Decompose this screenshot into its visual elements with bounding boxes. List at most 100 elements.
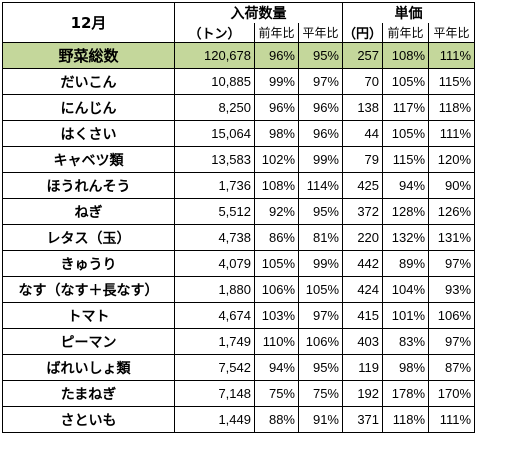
- total-volume-avg: 95%: [298, 42, 343, 69]
- volume-yoy-value: 96%: [254, 94, 299, 121]
- table-row: トマト 4,674 103% 97% 415 101% 106%: [2, 302, 476, 329]
- volume-value: 1,449: [174, 406, 255, 433]
- vegetable-name: きゅうり: [2, 250, 175, 277]
- volume-avg-value: 81%: [298, 224, 343, 251]
- volume-avg-value: 95%: [298, 198, 343, 225]
- total-price: 257: [341, 42, 384, 69]
- price-group-header: 単価: [341, 2, 476, 23]
- price-yoy-value: 98%: [382, 354, 430, 381]
- volume-avg-value: 114%: [298, 172, 343, 199]
- price-yoy-value: 118%: [382, 406, 430, 433]
- volume-value: 7,542: [174, 354, 255, 381]
- volume-value: 7,148: [174, 380, 255, 407]
- table-row: ピーマン 1,749 110% 106% 403 83% 97%: [2, 328, 476, 355]
- vegetable-name: トマト: [2, 302, 175, 329]
- price-avg-value: 93%: [428, 276, 476, 303]
- vegetable-name: キャベツ類: [2, 146, 175, 173]
- price-value: 425: [341, 172, 384, 199]
- volume-avg-value: 99%: [298, 250, 343, 277]
- table-row: さといも 1,449 88% 91% 371 118% 111%: [2, 406, 476, 433]
- price-avg-value: 115%: [428, 68, 476, 95]
- table-row: キャベツ類 13,583 102% 99% 79 115% 120%: [2, 146, 476, 173]
- total-row: 野菜総数 120,678 96% 95% 257 108% 111%: [2, 42, 476, 69]
- vegetable-name: ばれいしょ類: [2, 354, 175, 381]
- price-value: 371: [341, 406, 384, 433]
- price-avg-value: 131%: [428, 224, 476, 251]
- price-yoy-value: 128%: [382, 198, 430, 225]
- volume-value: 4,674: [174, 302, 255, 329]
- price-avg-value: 111%: [428, 120, 476, 147]
- total-volume: 120,678: [174, 42, 255, 69]
- table-row: なす（なす＋長なす） 1,880 106% 105% 424 104% 93%: [2, 276, 476, 303]
- volume-yoy-value: 75%: [254, 380, 299, 407]
- volume-yoy-value: 106%: [254, 276, 299, 303]
- volume-yoy-value: 105%: [254, 250, 299, 277]
- header-row-subcolumns: （トン） 前年比 平年比 （円） 前年比 平年比: [3, 23, 476, 43]
- volume-yoy-value: 92%: [254, 198, 299, 225]
- price-yoy-value: 105%: [382, 68, 430, 95]
- price-avg-value: 97%: [428, 250, 476, 277]
- volume-value: 8,250: [174, 94, 255, 121]
- vegetable-name: ねぎ: [2, 198, 175, 225]
- table-row: ばれいしょ類 7,542 94% 95% 119 98% 87%: [2, 354, 476, 381]
- price-avg-value: 126%: [428, 198, 476, 225]
- volume-yoy-value: 103%: [254, 302, 299, 329]
- table-row: だいこん 10,885 99% 97% 70 105% 115%: [2, 68, 476, 95]
- volume-avg-value: 75%: [298, 380, 343, 407]
- volume-value: 1,880: [174, 276, 255, 303]
- volume-yoy-header: 前年比: [254, 23, 299, 43]
- volume-yoy-value: 108%: [254, 172, 299, 199]
- price-value: 424: [341, 276, 384, 303]
- volume-avg-value: 95%: [298, 354, 343, 381]
- volume-value: 1,736: [174, 172, 255, 199]
- price-avg-value: 90%: [428, 172, 476, 199]
- price-avg-value: 170%: [428, 380, 476, 407]
- volume-avg-value: 106%: [298, 328, 343, 355]
- table-row: きゅうり 4,079 105% 99% 442 89% 97%: [2, 250, 476, 277]
- price-value: 220: [341, 224, 384, 251]
- price-yoy-value: 105%: [382, 120, 430, 147]
- total-price-avg: 111%: [428, 42, 476, 69]
- price-value: 442: [341, 250, 384, 277]
- vegetable-name: にんじん: [2, 94, 175, 121]
- vegetable-name: ほうれんそう: [2, 172, 175, 199]
- price-value: 44: [341, 120, 384, 147]
- vegetable-name: はくさい: [2, 120, 175, 147]
- volume-avg-header: 平年比: [298, 23, 343, 43]
- price-unit-header: （円）: [341, 23, 384, 43]
- price-avg-value: 118%: [428, 94, 476, 121]
- header-row-groups: 12月 入荷数量 単価: [2, 2, 476, 43]
- price-avg-header: 平年比: [428, 23, 476, 43]
- price-yoy-value: 115%: [382, 146, 430, 173]
- volume-unit-header: （トン）: [174, 23, 255, 43]
- table-row: ねぎ 5,512 92% 95% 372 128% 126%: [2, 198, 476, 225]
- volume-avg-value: 97%: [298, 302, 343, 329]
- volume-value: 13,583: [174, 146, 255, 173]
- price-yoy-value: 178%: [382, 380, 430, 407]
- price-value: 403: [341, 328, 384, 355]
- volume-value: 10,885: [174, 68, 255, 95]
- price-yoy-value: 104%: [382, 276, 430, 303]
- price-value: 138: [341, 94, 384, 121]
- volume-avg-value: 91%: [298, 406, 343, 433]
- table-row: ほうれんそう 1,736 108% 114% 425 94% 90%: [2, 172, 476, 199]
- price-avg-value: 111%: [428, 406, 476, 433]
- volume-yoy-value: 99%: [254, 68, 299, 95]
- price-value: 415: [341, 302, 384, 329]
- volume-yoy-value: 102%: [254, 146, 299, 173]
- price-yoy-value: 132%: [382, 224, 430, 251]
- price-yoy-value: 89%: [382, 250, 430, 277]
- volume-value: 15,064: [174, 120, 255, 147]
- volume-avg-value: 96%: [298, 120, 343, 147]
- price-yoy-header: 前年比: [382, 23, 430, 43]
- price-value: 119: [341, 354, 384, 381]
- price-avg-value: 106%: [428, 302, 476, 329]
- volume-value: 4,079: [174, 250, 255, 277]
- price-yoy-value: 83%: [382, 328, 430, 355]
- price-avg-value: 97%: [428, 328, 476, 355]
- total-volume-yoy: 96%: [254, 42, 299, 69]
- volume-avg-value: 96%: [298, 94, 343, 121]
- price-avg-value: 120%: [428, 146, 476, 173]
- month-header: 12月: [2, 2, 175, 43]
- total-name: 野菜総数: [2, 42, 175, 69]
